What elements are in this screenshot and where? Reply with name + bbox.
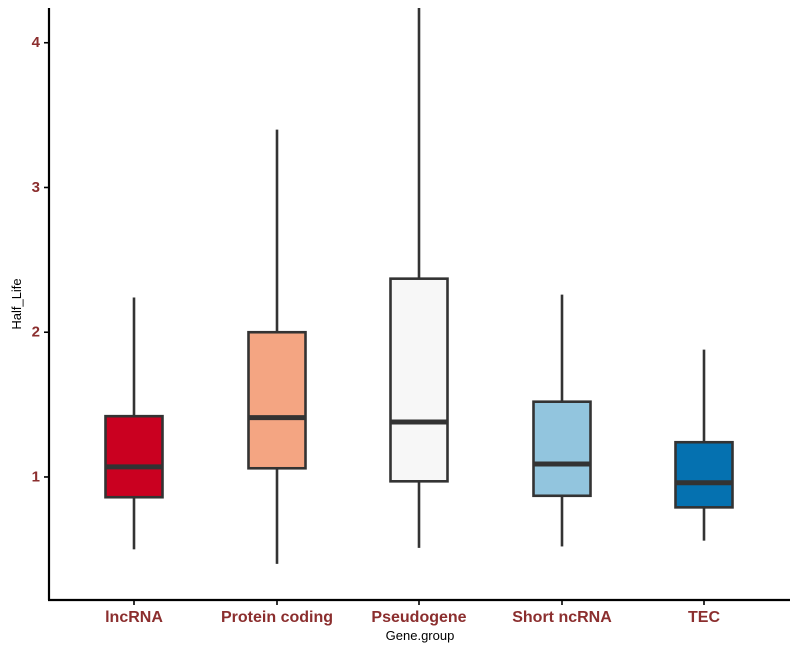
x-ticks: lncRNA Protein coding Pseudogene Short ncRN… xyxy=(105,600,720,626)
x-tick-label: Pseudogene xyxy=(371,609,466,626)
plot-area xyxy=(104,8,734,564)
x-tick-label: lncRNA xyxy=(105,609,163,626)
box-lncrna xyxy=(104,297,164,550)
x-tick-label: Protein coding xyxy=(221,609,333,626)
y-tick-label: 1 xyxy=(32,468,40,485)
iqr-box xyxy=(389,277,449,483)
y-ticks: 1 2 3 4 xyxy=(32,34,49,485)
x-tick-label: TEC xyxy=(688,609,720,626)
iqr-box xyxy=(532,400,592,498)
y-tick-label: 4 xyxy=(32,34,41,51)
y-tick-label: 2 xyxy=(32,324,40,341)
box-short-ncrna xyxy=(532,294,592,547)
box-tec xyxy=(674,349,734,541)
x-tick-label: Short ncRNA xyxy=(512,609,612,626)
box-pseudogene xyxy=(389,8,449,548)
x-axis-title: Gene.group xyxy=(386,628,455,643)
y-tick-label: 3 xyxy=(32,179,40,196)
iqr-box xyxy=(247,330,307,470)
box-protein-coding xyxy=(247,129,307,564)
y-axis-title: Half_Life xyxy=(9,278,24,329)
iqr-box xyxy=(674,440,734,509)
iqr-box xyxy=(104,414,164,499)
